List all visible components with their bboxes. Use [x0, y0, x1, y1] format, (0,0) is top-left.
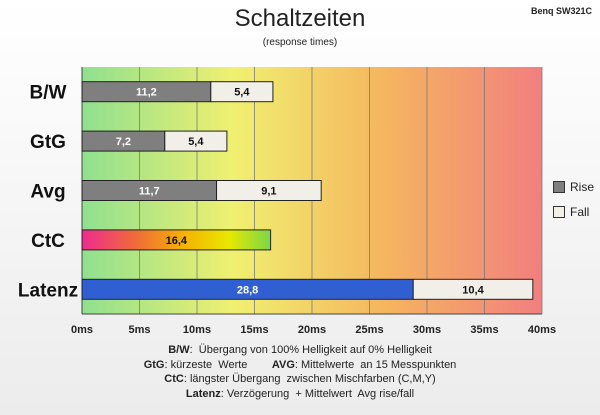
rise-swatch — [553, 181, 565, 193]
x-tick-labels: 0ms 5ms 10ms 15ms 20ms 25ms 30ms 35ms 40ms — [71, 324, 556, 336]
chart-title: Schaltzeiten — [234, 5, 366, 32]
footnote-gtg-avg: GtG: kürzeste Werte AVG: Mittelwerte an … — [0, 358, 600, 373]
footnote-text: : längster Übergang zwischen Mischfarben… — [183, 373, 436, 385]
x-tick-label: 5ms — [128, 324, 150, 336]
category-labels: B/W GtG Avg CtC Latenz — [18, 83, 78, 302]
x-tick-label: 25ms — [355, 324, 383, 336]
category-label: Avg — [30, 182, 65, 203]
bars — [81, 81, 534, 300]
fall-bar — [216, 180, 322, 201]
footnote-key: B/W — [168, 344, 190, 356]
rise-value-label: 11,2 — [136, 87, 157, 99]
bar-labels: 11,2 5,4 7,2 5,4 11,7 9,1 16,4 28,8 10,4 — [116, 87, 485, 297]
fall-bar — [412, 278, 534, 300]
fall-value-label: 5,4 — [188, 136, 204, 148]
legend-label-fall: Fall — [570, 205, 590, 219]
x-tick-label: 0ms — [71, 324, 93, 336]
x-tick-label: 20ms — [298, 324, 326, 336]
footnote-key: Latenz — [185, 387, 221, 400]
chart-subtitle: (response times) — [262, 37, 338, 48]
fall-value-label: 5,4 — [234, 87, 250, 99]
legend-item-fall: Fall — [553, 205, 589, 219]
fall-swatch — [553, 206, 565, 218]
rise-value-label: 16,4 — [166, 235, 188, 247]
legend-label-rise: Rise — [570, 180, 595, 194]
legend-item-rise: Rise — [553, 180, 594, 194]
x-tick-label: 30ms — [413, 324, 441, 336]
category-label: CtC — [31, 231, 65, 252]
x-tick-label: 15ms — [240, 324, 268, 336]
footnote-key: AVG — [271, 358, 295, 371]
rise-value-label: 28,8 — [237, 284, 258, 296]
x-tick-label: 40ms — [528, 324, 556, 336]
fall-value-label: 9,1 — [261, 186, 276, 198]
footnotes: B/W: Übergang von 100% Helligkeit auf 0%… — [0, 343, 600, 401]
footnote-text: : kürzeste Werte — [164, 358, 272, 371]
footnote-ctc: CtC: längster Übergang zwischen Mischfar… — [0, 372, 600, 387]
fall-value-label: 10,4 — [462, 284, 484, 296]
footnote-key: CtC — [164, 373, 184, 385]
rise-bar — [81, 229, 272, 251]
fall-bar — [210, 81, 274, 103]
fall-bar — [164, 130, 228, 152]
footnote-key: GtG — [143, 358, 165, 371]
rise-value-label: 7,2 — [116, 136, 131, 148]
category-label: GtG — [30, 132, 66, 153]
footnote-bw: B/W: Übergang von 100% Helligkeit auf 0%… — [0, 343, 600, 358]
rise-value-label: 11,7 — [139, 186, 160, 198]
model-label: Benq SW321C — [530, 6, 592, 16]
footnote-text: : Mittelwerte an 15 Messpunkten — [294, 358, 457, 371]
footnote-text: : Verzögerung + Mittelwert Avg rise/fall — [220, 387, 415, 400]
footnote-text: : Übergang von 100% Helligkeit auf 0% He… — [189, 344, 432, 356]
x-tick-label: 35ms — [470, 324, 498, 336]
category-label: Latenz — [18, 280, 78, 301]
x-tick-label: 10ms — [183, 324, 211, 336]
footnote-latenz: Latenz: Verzögerung + Mittelwert Avg ris… — [0, 387, 600, 402]
category-label: B/W — [30, 83, 67, 104]
